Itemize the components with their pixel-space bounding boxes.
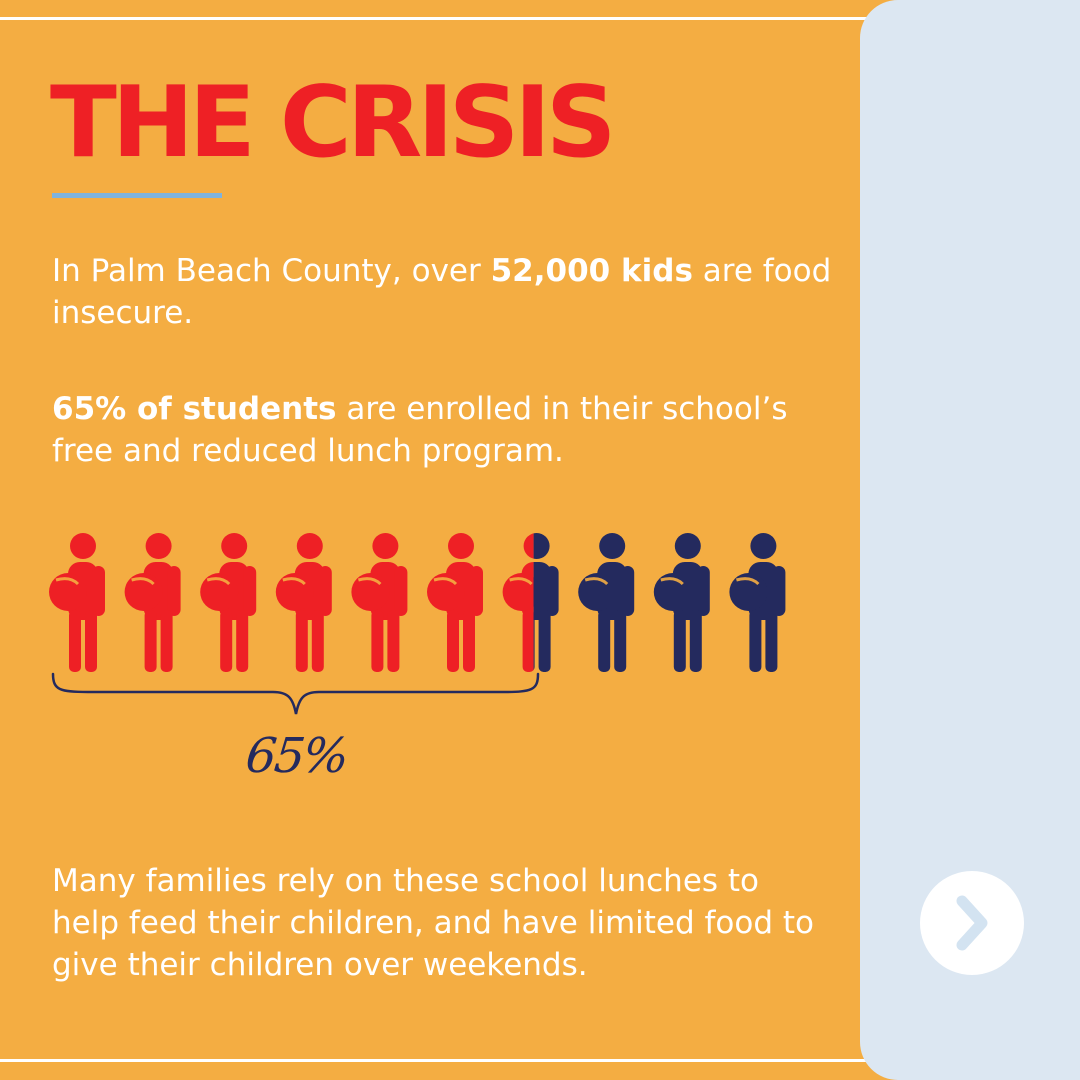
paragraph-families-reliance: Many families rely on these school lunch… — [52, 863, 815, 983]
paragraph-1-text-end: are food insecure. — [52, 253, 832, 331]
student-figures-infographic — [49, 533, 786, 672]
student-figure — [729, 533, 786, 672]
paragraph-1-highlight: 52,000 kids — [490, 253, 693, 289]
student-figure — [578, 533, 635, 672]
next-slide-button[interactable] — [920, 871, 1024, 975]
student-figure-highlighted — [351, 533, 408, 672]
student-figure-highlighted — [427, 533, 483, 672]
paragraph-2-highlight: 65% of students — [52, 391, 337, 427]
paragraph-food-insecurity: In Palm Beach County, over 52,000 kids a… — [52, 250, 832, 334]
bottom-divider — [0, 1059, 870, 1062]
student-figure-partial — [502, 533, 559, 672]
student-figure — [653, 533, 710, 672]
student-figure-partial-highlight — [502, 533, 534, 672]
student-figure-highlighted — [49, 533, 105, 672]
percentage-bracket — [51, 672, 540, 715]
paragraph-1-text: In Palm Beach County, over — [52, 253, 491, 289]
title-underline — [52, 193, 222, 198]
student-figure-partial-base — [533, 533, 559, 672]
paragraph-lunch-program: 65% of students are enrolled in their sc… — [52, 388, 832, 472]
top-divider — [0, 17, 870, 20]
student-figure-highlighted — [275, 533, 332, 672]
paragraph-2-text: are enrolled in their school’s free and … — [52, 391, 788, 469]
student-figure-highlighted — [124, 533, 181, 672]
chevron-right-icon — [956, 895, 988, 951]
student-figure-highlighted — [200, 533, 257, 672]
page-title: THE CRISIS — [50, 66, 616, 180]
percentage-label: 65% — [243, 728, 350, 784]
